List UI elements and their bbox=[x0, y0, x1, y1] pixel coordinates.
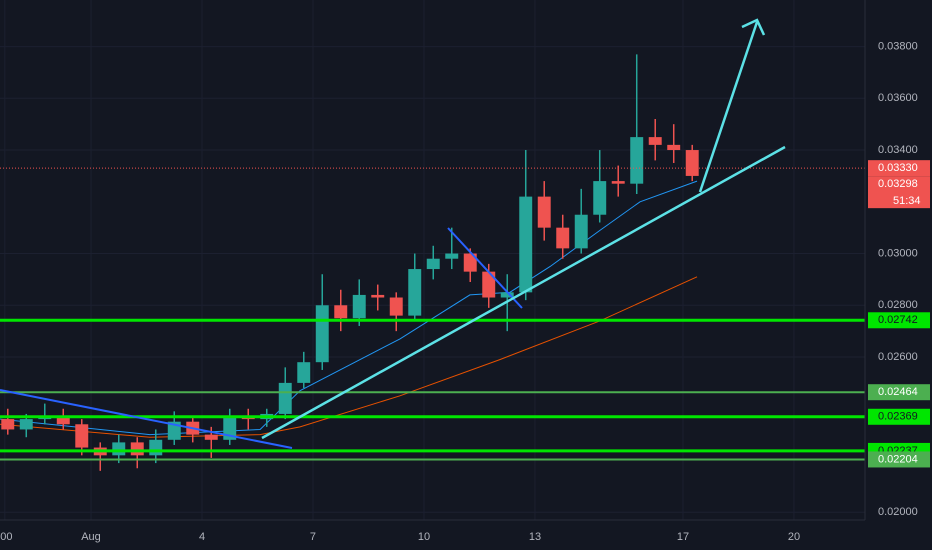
x-tick-label: 4 bbox=[199, 531, 205, 543]
level-label: 0.02204 bbox=[878, 453, 918, 465]
last-price-label: 0.03330 bbox=[878, 162, 918, 174]
trendline bbox=[0, 389, 293, 449]
y-tick-label: 0.02000 bbox=[878, 506, 918, 518]
x-tick-label: 20 bbox=[788, 531, 800, 543]
close-price-box bbox=[868, 176, 930, 209]
level-label-box bbox=[868, 384, 930, 401]
x-tick-label: 17 bbox=[677, 531, 689, 543]
x-tick-label: 7 bbox=[310, 531, 316, 543]
level-label-box bbox=[868, 451, 930, 468]
candle-body bbox=[556, 227, 570, 249]
axes: 0.02000 0.02600 0.02800 0.03000 0.03400 0.036… bbox=[0, 40, 930, 543]
y-tick-label: 0.02800 bbox=[878, 299, 918, 311]
candle-body bbox=[408, 269, 422, 316]
candle-body bbox=[426, 258, 440, 270]
candle-body bbox=[204, 434, 218, 440]
candle-body bbox=[685, 150, 699, 176]
candle-body bbox=[537, 196, 551, 228]
candle-body bbox=[389, 297, 403, 316]
candle-body bbox=[611, 181, 625, 184]
candle-body bbox=[519, 196, 533, 293]
grid bbox=[0, 0, 865, 520]
plot-area bbox=[0, 54, 865, 471]
countdown: 51:34 bbox=[893, 195, 921, 207]
candle-body bbox=[334, 305, 348, 319]
candle-body bbox=[667, 144, 681, 151]
candle-body bbox=[630, 137, 644, 184]
y-tick-label: 0.03800 bbox=[878, 40, 918, 52]
candle-body bbox=[352, 294, 366, 319]
y-tick-label: 0.03400 bbox=[878, 144, 918, 156]
candle-body bbox=[593, 181, 607, 215]
level-label: 0.02464 bbox=[878, 386, 918, 398]
candle-body bbox=[482, 271, 496, 298]
x-tick-label: 10 bbox=[418, 531, 430, 543]
arrow bbox=[698, 21, 759, 193]
y-tick-label: 0.03600 bbox=[878, 92, 918, 104]
candle-body bbox=[445, 253, 459, 259]
candle-body bbox=[500, 292, 514, 298]
close-price-label: 0.03298 bbox=[878, 178, 918, 190]
candle-body bbox=[75, 424, 89, 448]
candle-body bbox=[56, 416, 70, 425]
arrow-head bbox=[741, 18, 766, 36]
trendline bbox=[261, 145, 786, 440]
candle-body bbox=[315, 305, 329, 363]
candle-body bbox=[19, 419, 33, 430]
y-tick-label: 0.03000 bbox=[878, 247, 918, 259]
y-tick-label: 0.02600 bbox=[878, 351, 918, 363]
x-tick-label: Aug bbox=[81, 531, 101, 543]
level-label: 0.02369 bbox=[878, 411, 918, 423]
candle-body bbox=[648, 137, 662, 145]
last-price-box bbox=[868, 160, 930, 177]
x-tick-label: :00 bbox=[0, 531, 12, 543]
x-tick-label: 13 bbox=[529, 531, 541, 543]
candle-body bbox=[112, 442, 126, 456]
candle-body bbox=[371, 294, 385, 298]
candle-body bbox=[463, 253, 477, 272]
candle-body bbox=[1, 419, 15, 430]
candle-body bbox=[278, 382, 292, 414]
level-label-box bbox=[868, 408, 930, 425]
drawings bbox=[0, 18, 786, 449]
candle-body bbox=[297, 362, 311, 383]
candle-body bbox=[149, 439, 163, 456]
candle-body bbox=[130, 442, 144, 456]
trendline bbox=[447, 227, 523, 309]
candle-body bbox=[574, 214, 588, 249]
level-label-box bbox=[868, 312, 930, 329]
level-label: 0.02742 bbox=[878, 314, 918, 326]
